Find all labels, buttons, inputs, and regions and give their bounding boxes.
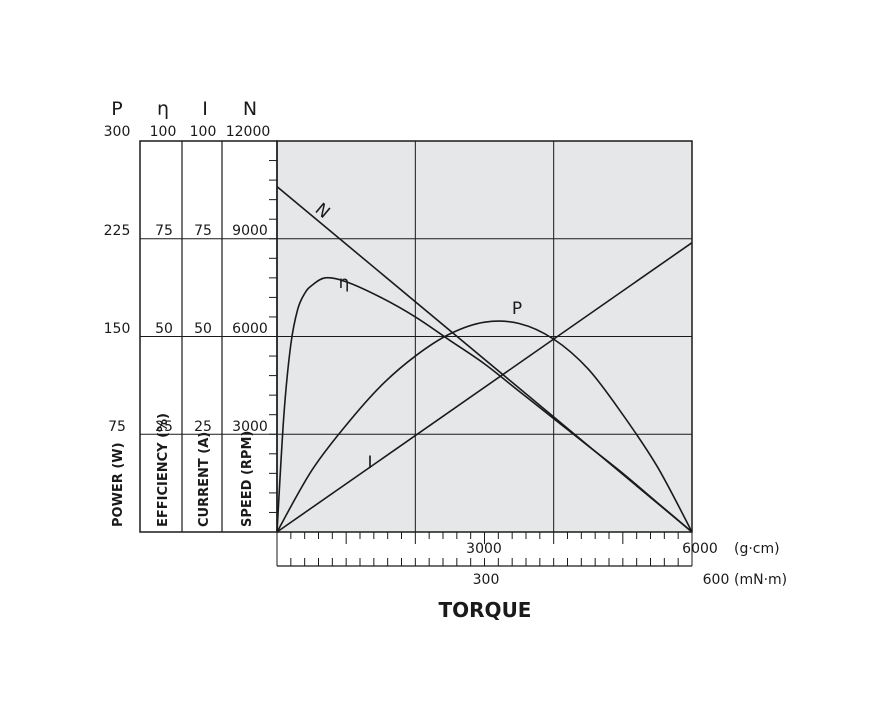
efficiency-tick-75: 75 <box>155 223 173 239</box>
current-tick-50: 50 <box>194 321 212 337</box>
current-tick-75: 75 <box>194 223 212 239</box>
axes <box>139 140 693 567</box>
efficiency-tick-50: 50 <box>155 321 173 337</box>
series-line-N <box>276 186 693 533</box>
axis-symbol-efficiency: η <box>157 98 169 120</box>
series-line-I <box>276 242 693 533</box>
power-tick-75: 75 <box>108 419 126 435</box>
axis-symbol-current: I <box>202 98 208 120</box>
axis-label-power: POWER (W) <box>111 442 126 527</box>
efficiency-tick-25: 25 <box>155 419 173 435</box>
series-label-eta: η <box>339 273 350 293</box>
speed-tick-9000: 9000 <box>232 223 268 239</box>
x-unit-gcm: (g·cm) <box>734 541 780 557</box>
series-label-I: I <box>367 453 372 473</box>
series <box>276 186 693 533</box>
series-line-eta <box>276 276 693 533</box>
axis-label-efficiency: EFFICIENCY (%) <box>156 413 171 527</box>
axis-top-power: 300 <box>104 124 131 140</box>
x-axis-title: TORQUE <box>439 598 532 622</box>
power-tick-225: 225 <box>104 223 131 239</box>
axis-top-efficiency: 100 <box>150 124 177 140</box>
speed-tick-6000: 6000 <box>232 321 268 337</box>
axis-label-speed: SPEED (RPM) <box>240 431 255 527</box>
axis-label-current: CURRENT (A) <box>197 432 212 527</box>
power-tick-150: 150 <box>104 321 131 337</box>
x-tick-gcm-3000: 3000 <box>466 541 502 557</box>
axis-top-current: 100 <box>190 124 217 140</box>
x-unit-mnm: (mN·m) <box>734 572 787 588</box>
x-tick-mnm-600: 600 <box>703 572 730 588</box>
x-tick-gcm-6000: 6000 <box>682 541 718 557</box>
axis-top-speed: 12000 <box>226 124 271 140</box>
series-line-P <box>276 320 693 533</box>
speed-tick-3000: 3000 <box>232 419 268 435</box>
current-tick-25: 25 <box>194 419 212 435</box>
x-tick-mnm-300: 300 <box>473 572 500 588</box>
axis-symbol-power: P <box>111 98 122 120</box>
axis-symbol-speed: N <box>243 98 257 120</box>
series-label-P: P <box>512 299 522 319</box>
